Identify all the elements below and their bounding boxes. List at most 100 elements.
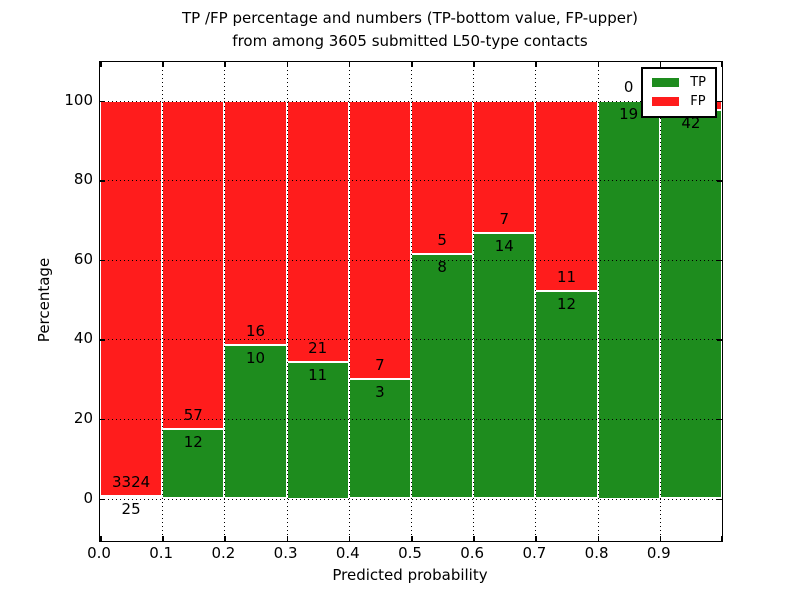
fp-count-label: 7	[499, 210, 510, 229]
tp-count-label: 25	[121, 499, 141, 518]
y-tick	[717, 259, 722, 262]
x-tick-label: 0.2	[211, 544, 236, 562]
y-tick-label: 100	[64, 90, 93, 109]
fp-bar	[100, 100, 163, 496]
x-tick-label: 0.6	[460, 544, 485, 562]
h-gridline	[100, 259, 722, 261]
tp-count-label: 8	[437, 257, 447, 276]
x-tick-label: 0.5	[398, 544, 422, 562]
x-tick-label: 0.3	[273, 544, 298, 562]
fp-bar	[162, 100, 225, 430]
fp-count-label: 0	[623, 77, 634, 96]
tp-count-label: 12	[556, 294, 577, 313]
y-tick-label: 40	[73, 329, 93, 348]
x-tick	[597, 536, 600, 541]
y-tick	[100, 339, 105, 341]
legend-label-tp: TP	[690, 75, 706, 90]
y-tick	[717, 180, 722, 182]
x-tick	[100, 536, 102, 541]
fp-bar	[411, 100, 474, 254]
fp-bar	[535, 100, 598, 291]
v-gridline	[348, 62, 350, 541]
tp-count-label: 14	[494, 237, 514, 256]
tp-bar	[411, 253, 474, 499]
x-tick	[597, 62, 600, 67]
x-tick-label: 0.0	[87, 544, 111, 562]
x-tick	[224, 536, 226, 541]
fp-bar	[286, 100, 349, 362]
x-tick	[224, 62, 226, 67]
x-tick	[473, 62, 475, 67]
fp-count-label: 57	[183, 406, 203, 425]
x-tick	[348, 536, 351, 541]
legend-label-fp: FP	[690, 94, 706, 109]
x-tick	[100, 62, 102, 67]
x-tick-label: 0.9	[646, 544, 671, 562]
x-tick	[720, 536, 722, 541]
tp-bar	[535, 290, 598, 499]
x-tick	[162, 62, 164, 67]
tp-bar	[659, 109, 722, 499]
x-tick-label: 0.4	[335, 544, 360, 562]
fp-legend-swatch-icon	[652, 97, 680, 106]
tp-count-label: 10	[245, 349, 266, 368]
tp-count-label: 3	[375, 383, 385, 402]
v-gridline	[659, 62, 661, 541]
y-tick-label: 80	[73, 170, 93, 189]
x-axis-label: Predicted probability	[332, 566, 488, 584]
tp-bar	[286, 361, 349, 499]
x-tick	[348, 62, 351, 67]
y-tick	[100, 418, 105, 421]
tp-legend-swatch-icon	[652, 78, 680, 87]
y-tick	[717, 339, 722, 341]
tp-count-label: 42	[681, 113, 701, 132]
tp-bar	[473, 233, 536, 499]
fp-count-label: 21	[308, 338, 328, 357]
tp-bar	[348, 379, 411, 499]
y-tick-label: 20	[73, 408, 93, 427]
x-tick	[659, 62, 662, 67]
tp-count-label: 11	[308, 365, 328, 384]
h-gridline	[100, 418, 722, 420]
x-tick-label: 0.1	[149, 544, 174, 562]
tp-count-label: 12	[183, 433, 203, 452]
x-tick	[535, 536, 537, 541]
chart-title: TP /FP percentage and numbers (TP-bottom…	[99, 7, 721, 53]
v-gridline	[597, 62, 599, 541]
fp-bar	[473, 100, 536, 234]
legend-row-tp: TP	[652, 73, 706, 92]
x-tick	[162, 536, 164, 541]
h-gridline	[100, 498, 722, 500]
chart-title-line2: from among 3605 submitted L50-type conta…	[232, 32, 588, 50]
h-gridline	[100, 100, 722, 102]
fp-count-label: 3324	[112, 472, 151, 491]
y-tick	[717, 498, 722, 500]
v-gridline	[162, 62, 164, 541]
y-tick	[100, 498, 105, 500]
x-tick	[411, 62, 413, 67]
legend: TP FP	[641, 67, 717, 118]
tp-bar	[100, 495, 163, 499]
y-tick	[100, 259, 105, 262]
tp-bar	[224, 345, 287, 499]
fp-bar	[224, 100, 287, 346]
v-gridline	[535, 62, 537, 541]
fp-count-label: 7	[375, 356, 385, 375]
tp-bar	[597, 100, 660, 499]
legend-row-fp: FP	[652, 92, 706, 111]
plot-area: 3324 25 57 12 16 10 21 11 7 3 5 8 7 14 11 12 0 19 42 TP FP	[99, 61, 723, 542]
chart-title-line1: TP /FP percentage and numbers (TP-bottom…	[182, 9, 638, 27]
x-tick	[286, 62, 289, 67]
v-gridline	[286, 62, 288, 541]
x-tick	[659, 536, 662, 541]
v-gridline	[473, 62, 475, 541]
x-tick	[411, 536, 413, 541]
y-tick	[100, 180, 105, 182]
tp-count-label: 19	[619, 104, 639, 123]
fp-bar	[348, 100, 411, 380]
v-gridline	[224, 62, 226, 541]
v-gridline	[411, 62, 412, 541]
x-tick	[473, 536, 475, 541]
y-tick-label: 0	[83, 488, 93, 507]
